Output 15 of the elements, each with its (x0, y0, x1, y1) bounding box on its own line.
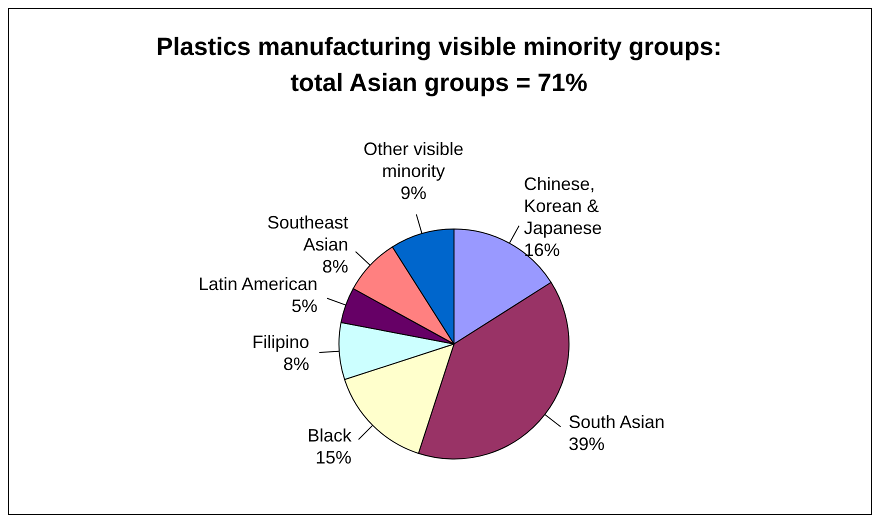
slice-label: Southeast Asian (267, 212, 348, 255)
slice-label: Chinese, Korean & Japanese (524, 174, 602, 238)
slice-label: South Asian (568, 412, 665, 432)
data-label: 39% (568, 434, 605, 454)
slice-label: Other visible minority (364, 138, 464, 181)
data-label: 15% (315, 448, 352, 468)
chart-title: Plastics manufacturing visible minority groups: total Asian groups = 71% (155, 32, 723, 99)
data-label: 5% (292, 296, 318, 316)
slice-label: Black (307, 426, 352, 446)
data-label: 8% (322, 256, 348, 277)
slice-label: Latin American (198, 274, 318, 294)
data-label: 16% (524, 240, 560, 260)
slice-label: Filipino (252, 332, 310, 352)
data-label: 9% (400, 182, 427, 203)
data-label: 8% (283, 354, 310, 374)
